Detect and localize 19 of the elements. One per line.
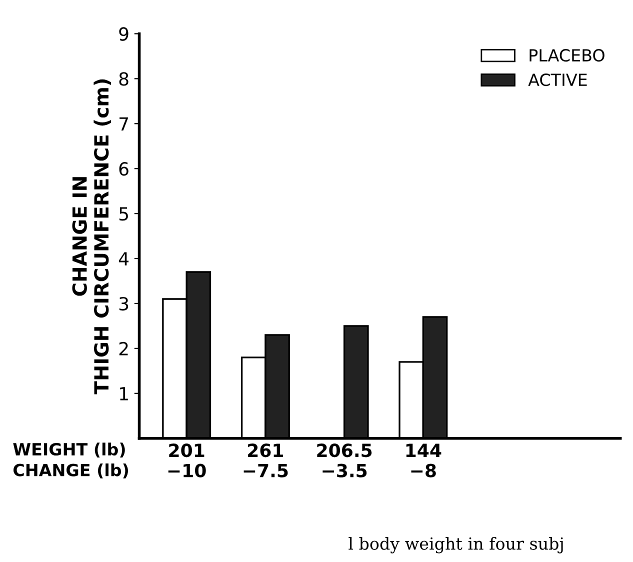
y-tick-label: 4 <box>118 252 129 266</box>
y-tick-label: 8 <box>119 72 128 86</box>
text: CHANGE (lb) <box>13 463 128 478</box>
text: WEIGHT (lb) <box>13 442 125 458</box>
y-tick-label: 3 <box>119 296 128 311</box>
y-tick-label: 7 <box>120 117 128 130</box>
text: l body weight in four subj <box>348 536 563 554</box>
y-tick-label: 9 <box>119 27 128 41</box>
y-tick-label: 6 <box>119 162 128 176</box>
x-tick-label: 261 −7.5 <box>244 444 288 478</box>
x-tick-label: 201 −10 <box>168 444 206 478</box>
legend-label: ACTIVE <box>528 73 587 86</box>
x-tick-label: 144 −8 <box>406 444 442 478</box>
y-axis-title: CHANGE IN THIGH CIRCUMFERENCE (cm) <box>72 79 112 394</box>
y-tick-label: 2 <box>119 342 128 356</box>
legend-label: PLACEBO <box>530 49 604 62</box>
y-tick-label: 1 <box>120 387 128 400</box>
y-tick-label: 5 <box>119 207 128 221</box>
x-tick-label: 206.5 −3.5 <box>317 444 372 478</box>
